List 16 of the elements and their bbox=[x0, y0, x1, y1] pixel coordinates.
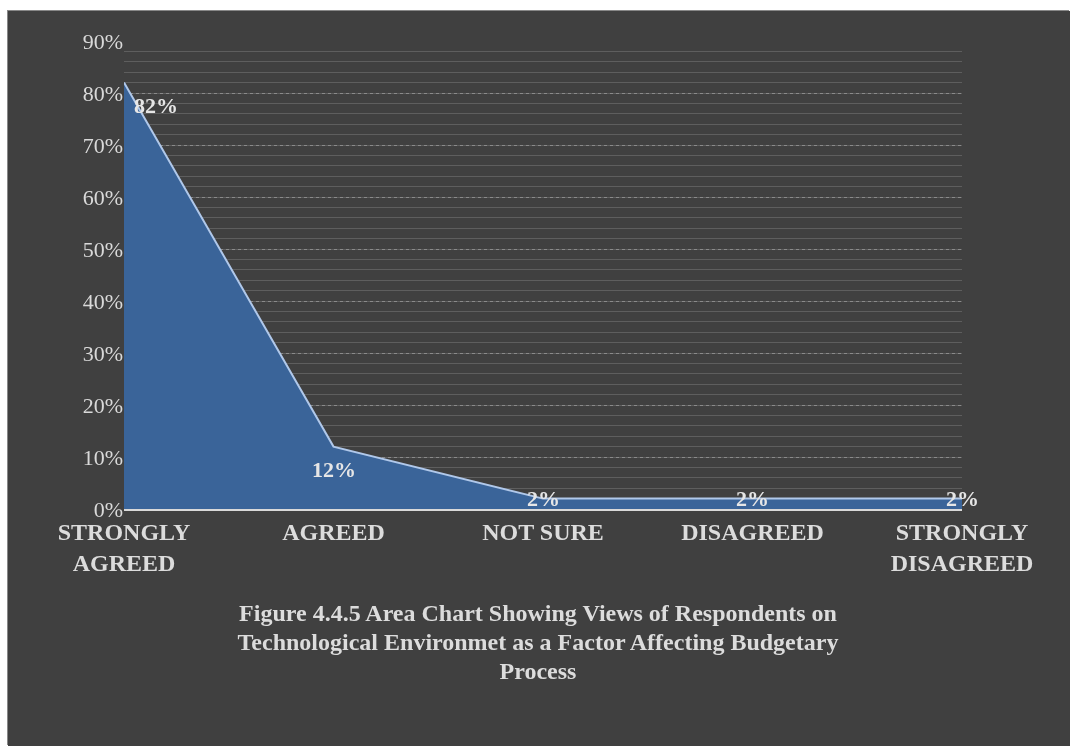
data-label: 12% bbox=[312, 457, 356, 482]
text: Figure 4.4.5 Area Chart Showing Views of Respondents on Technological Environmet as a Factor Affecting Budgetary Process bbox=[236, 599, 840, 686]
y-tick-label: 80% bbox=[82, 80, 123, 106]
y-tick-label: 60% bbox=[82, 184, 123, 210]
x-tick-label: DISAGREED bbox=[681, 518, 824, 545]
y-tick-label: 70% bbox=[82, 132, 123, 158]
y-tick-label: 40% bbox=[82, 288, 123, 314]
y-tick-label: 30% bbox=[82, 340, 123, 366]
y-tick-label: 20% bbox=[82, 392, 123, 418]
y-tick-label: 10% bbox=[82, 444, 123, 470]
x-tick-label: AGREED bbox=[282, 518, 385, 545]
x-tick-label: STRONGLY DISAGREED bbox=[890, 518, 1034, 576]
data-label: 2% bbox=[946, 486, 979, 511]
y-tick-label: 90% bbox=[82, 28, 123, 54]
x-tick-label: NOT SURE bbox=[482, 518, 604, 545]
y-tick-label: 50% bbox=[82, 236, 123, 262]
